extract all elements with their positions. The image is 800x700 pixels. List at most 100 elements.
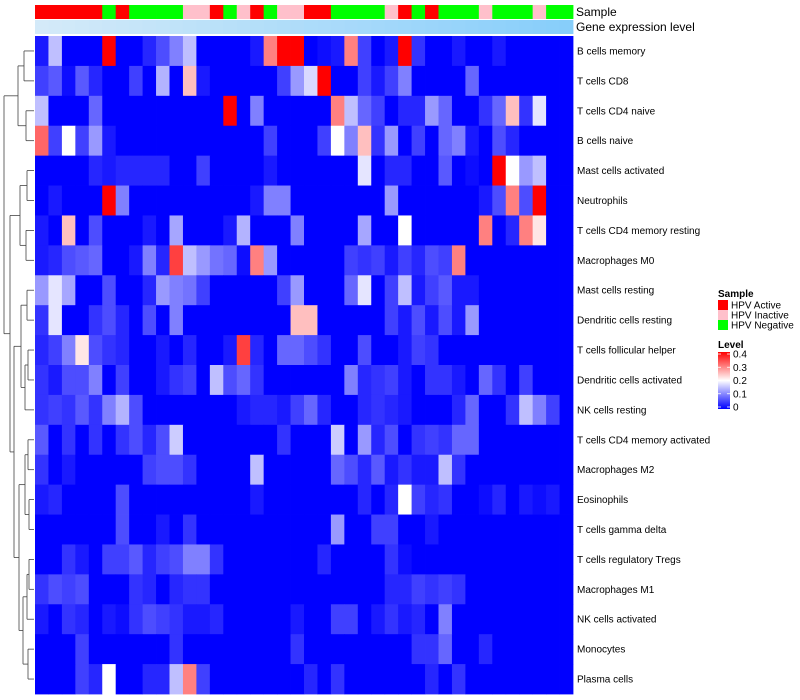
- heatmap-cell: [451, 65, 466, 97]
- expression-annotation-cell: [519, 20, 534, 34]
- heatmap-cell: [519, 245, 534, 276]
- row-label: Macrophages M2: [577, 465, 655, 476]
- heatmap-cell: [357, 424, 372, 456]
- heatmap-cell: [384, 604, 399, 635]
- heatmap-cell: [75, 454, 90, 486]
- heatmap-cell: [559, 664, 574, 695]
- heatmap-cell: [519, 664, 534, 695]
- heatmap-cell: [411, 275, 426, 306]
- heatmap-cell: [465, 424, 480, 456]
- heatmap-cell: [384, 275, 399, 306]
- heatmap-cell: [492, 125, 507, 157]
- heatmap-cell: [88, 185, 103, 216]
- heatmap-cell: [115, 125, 130, 157]
- heatmap-cell: [142, 424, 157, 456]
- row-label: Dendritic cells resting: [577, 316, 672, 327]
- heatmap-cell: [411, 394, 426, 426]
- heatmap-cell: [371, 215, 386, 246]
- heatmap-cell: [88, 215, 103, 246]
- heatmap-cell: [88, 125, 103, 157]
- row-label: Mast cells activated: [577, 166, 664, 177]
- heatmap-cell: [115, 394, 130, 426]
- heatmap-cell: [277, 604, 291, 635]
- heatmap-cell: [102, 664, 117, 695]
- heatmap-cell: [209, 365, 224, 396]
- heatmap-cell: [304, 185, 318, 216]
- heatmap-cell: [438, 155, 453, 186]
- heatmap-cell: [290, 514, 305, 545]
- heatmap-cell: [250, 574, 265, 605]
- heatmap-cell: [465, 245, 480, 276]
- heatmap-cell: [492, 36, 507, 67]
- heatmap-cell: [532, 155, 547, 186]
- heatmap-cell: [182, 95, 197, 127]
- heatmap-cell: [532, 484, 547, 515]
- heatmap-cell: [411, 125, 426, 157]
- heatmap-cell: [451, 454, 466, 486]
- heatmap-cell: [304, 125, 318, 157]
- row-label: T cells gamma delta: [577, 525, 667, 536]
- heatmap-cell: [35, 275, 49, 306]
- heatmap-cell: [290, 604, 305, 635]
- heatmap-cell: [88, 335, 103, 366]
- heatmap-cell: [156, 634, 170, 665]
- heatmap-cell: [438, 634, 453, 665]
- heatmap-cell: [425, 36, 439, 67]
- heatmap-cell: [88, 275, 103, 306]
- heatmap-cell: [196, 484, 211, 515]
- heatmap-cell: [330, 335, 345, 366]
- heatmap-cell: [102, 454, 117, 486]
- heatmap-cell: [61, 215, 76, 246]
- heatmap-cell: [465, 305, 480, 336]
- expression-annotation-cell: [61, 20, 76, 34]
- heatmap-cell: [505, 634, 520, 665]
- heatmap-cell: [277, 394, 291, 426]
- sample-annotation-cell: [371, 5, 386, 19]
- heatmap-cell: [519, 604, 534, 635]
- heatmap-cell: [182, 514, 197, 545]
- heatmap-cell: [75, 634, 90, 665]
- heatmap-cell: [277, 95, 291, 127]
- heatmap-cell: [115, 185, 130, 216]
- heatmap-cell: [250, 454, 265, 486]
- heatmap-cell: [465, 95, 480, 127]
- heatmap-cell: [398, 335, 412, 366]
- heatmap-cell: [48, 125, 63, 157]
- heatmap-cell: [371, 634, 386, 665]
- heatmap-cell: [425, 604, 439, 635]
- heatmap-cell: [196, 424, 211, 456]
- heatmap-cell: [61, 36, 76, 67]
- heatmap-cell: [478, 544, 493, 575]
- heatmap-cell: [35, 574, 49, 605]
- heatmap-cell: [88, 36, 103, 67]
- heatmap-cell: [290, 335, 305, 366]
- heatmap-cell: [357, 454, 372, 486]
- heatmap-cell: [411, 454, 426, 486]
- heatmap-cell: [330, 275, 345, 306]
- heatmap-cell: [357, 275, 372, 306]
- heatmap-cells: [35, 36, 574, 695]
- heatmap-cell: [492, 664, 507, 695]
- heatmap-cell: [35, 634, 49, 665]
- heatmap-cell: [465, 365, 480, 396]
- heatmap-cell: [209, 305, 224, 336]
- heatmap-cell: [169, 484, 184, 515]
- heatmap-cell: [48, 634, 63, 665]
- heatmap-cell: [35, 155, 49, 186]
- heatmap-cell: [196, 65, 211, 97]
- heatmap-cell: [519, 95, 534, 127]
- heatmap-cell: [250, 155, 265, 186]
- heatmap-cell: [505, 245, 520, 276]
- heatmap-cell: [478, 155, 493, 186]
- heatmap-cell: [290, 65, 305, 97]
- heatmap-cell: [371, 335, 386, 366]
- heatmap-cell: [61, 245, 76, 276]
- heatmap-cell: [505, 484, 520, 515]
- heatmap-cell: [129, 664, 143, 695]
- heatmap-cell: [182, 275, 197, 306]
- heatmap-cell: [61, 185, 76, 216]
- heatmap-cell: [277, 125, 291, 157]
- sample-annotation-cell: [317, 5, 332, 19]
- heatmap-cell: [196, 305, 211, 336]
- sample-annotation-cell: [102, 5, 117, 19]
